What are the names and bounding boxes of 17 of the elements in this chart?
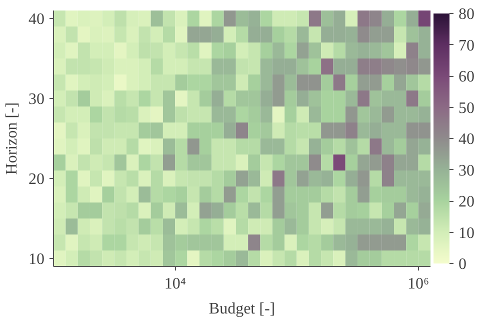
- color-bar-label: 70: [458, 37, 474, 54]
- y-tick-label: 30: [28, 91, 44, 108]
- color-bar-label: 0: [458, 256, 466, 273]
- y-tick-label: 20: [28, 171, 44, 188]
- x-tick-label: 10⁶: [408, 276, 430, 292]
- y-tick-label: 10: [28, 251, 44, 268]
- y-tick-label: 40: [28, 11, 44, 28]
- color-bar-label: 60: [458, 68, 474, 86]
- y-axis-title: Horizon [-]: [4, 102, 20, 175]
- color-bar-label: 50: [458, 100, 474, 117]
- x-axis-title: Budget [-]: [208, 300, 276, 318]
- color-bar-label: 40: [458, 131, 474, 148]
- color-bar-label: 10: [458, 224, 474, 242]
- color-bar-label: 30: [458, 162, 474, 180]
- x-tick-label: 10⁴: [164, 276, 186, 292]
- color-bar-label: 20: [458, 194, 474, 210]
- color-bar-label: 80: [458, 6, 474, 23]
